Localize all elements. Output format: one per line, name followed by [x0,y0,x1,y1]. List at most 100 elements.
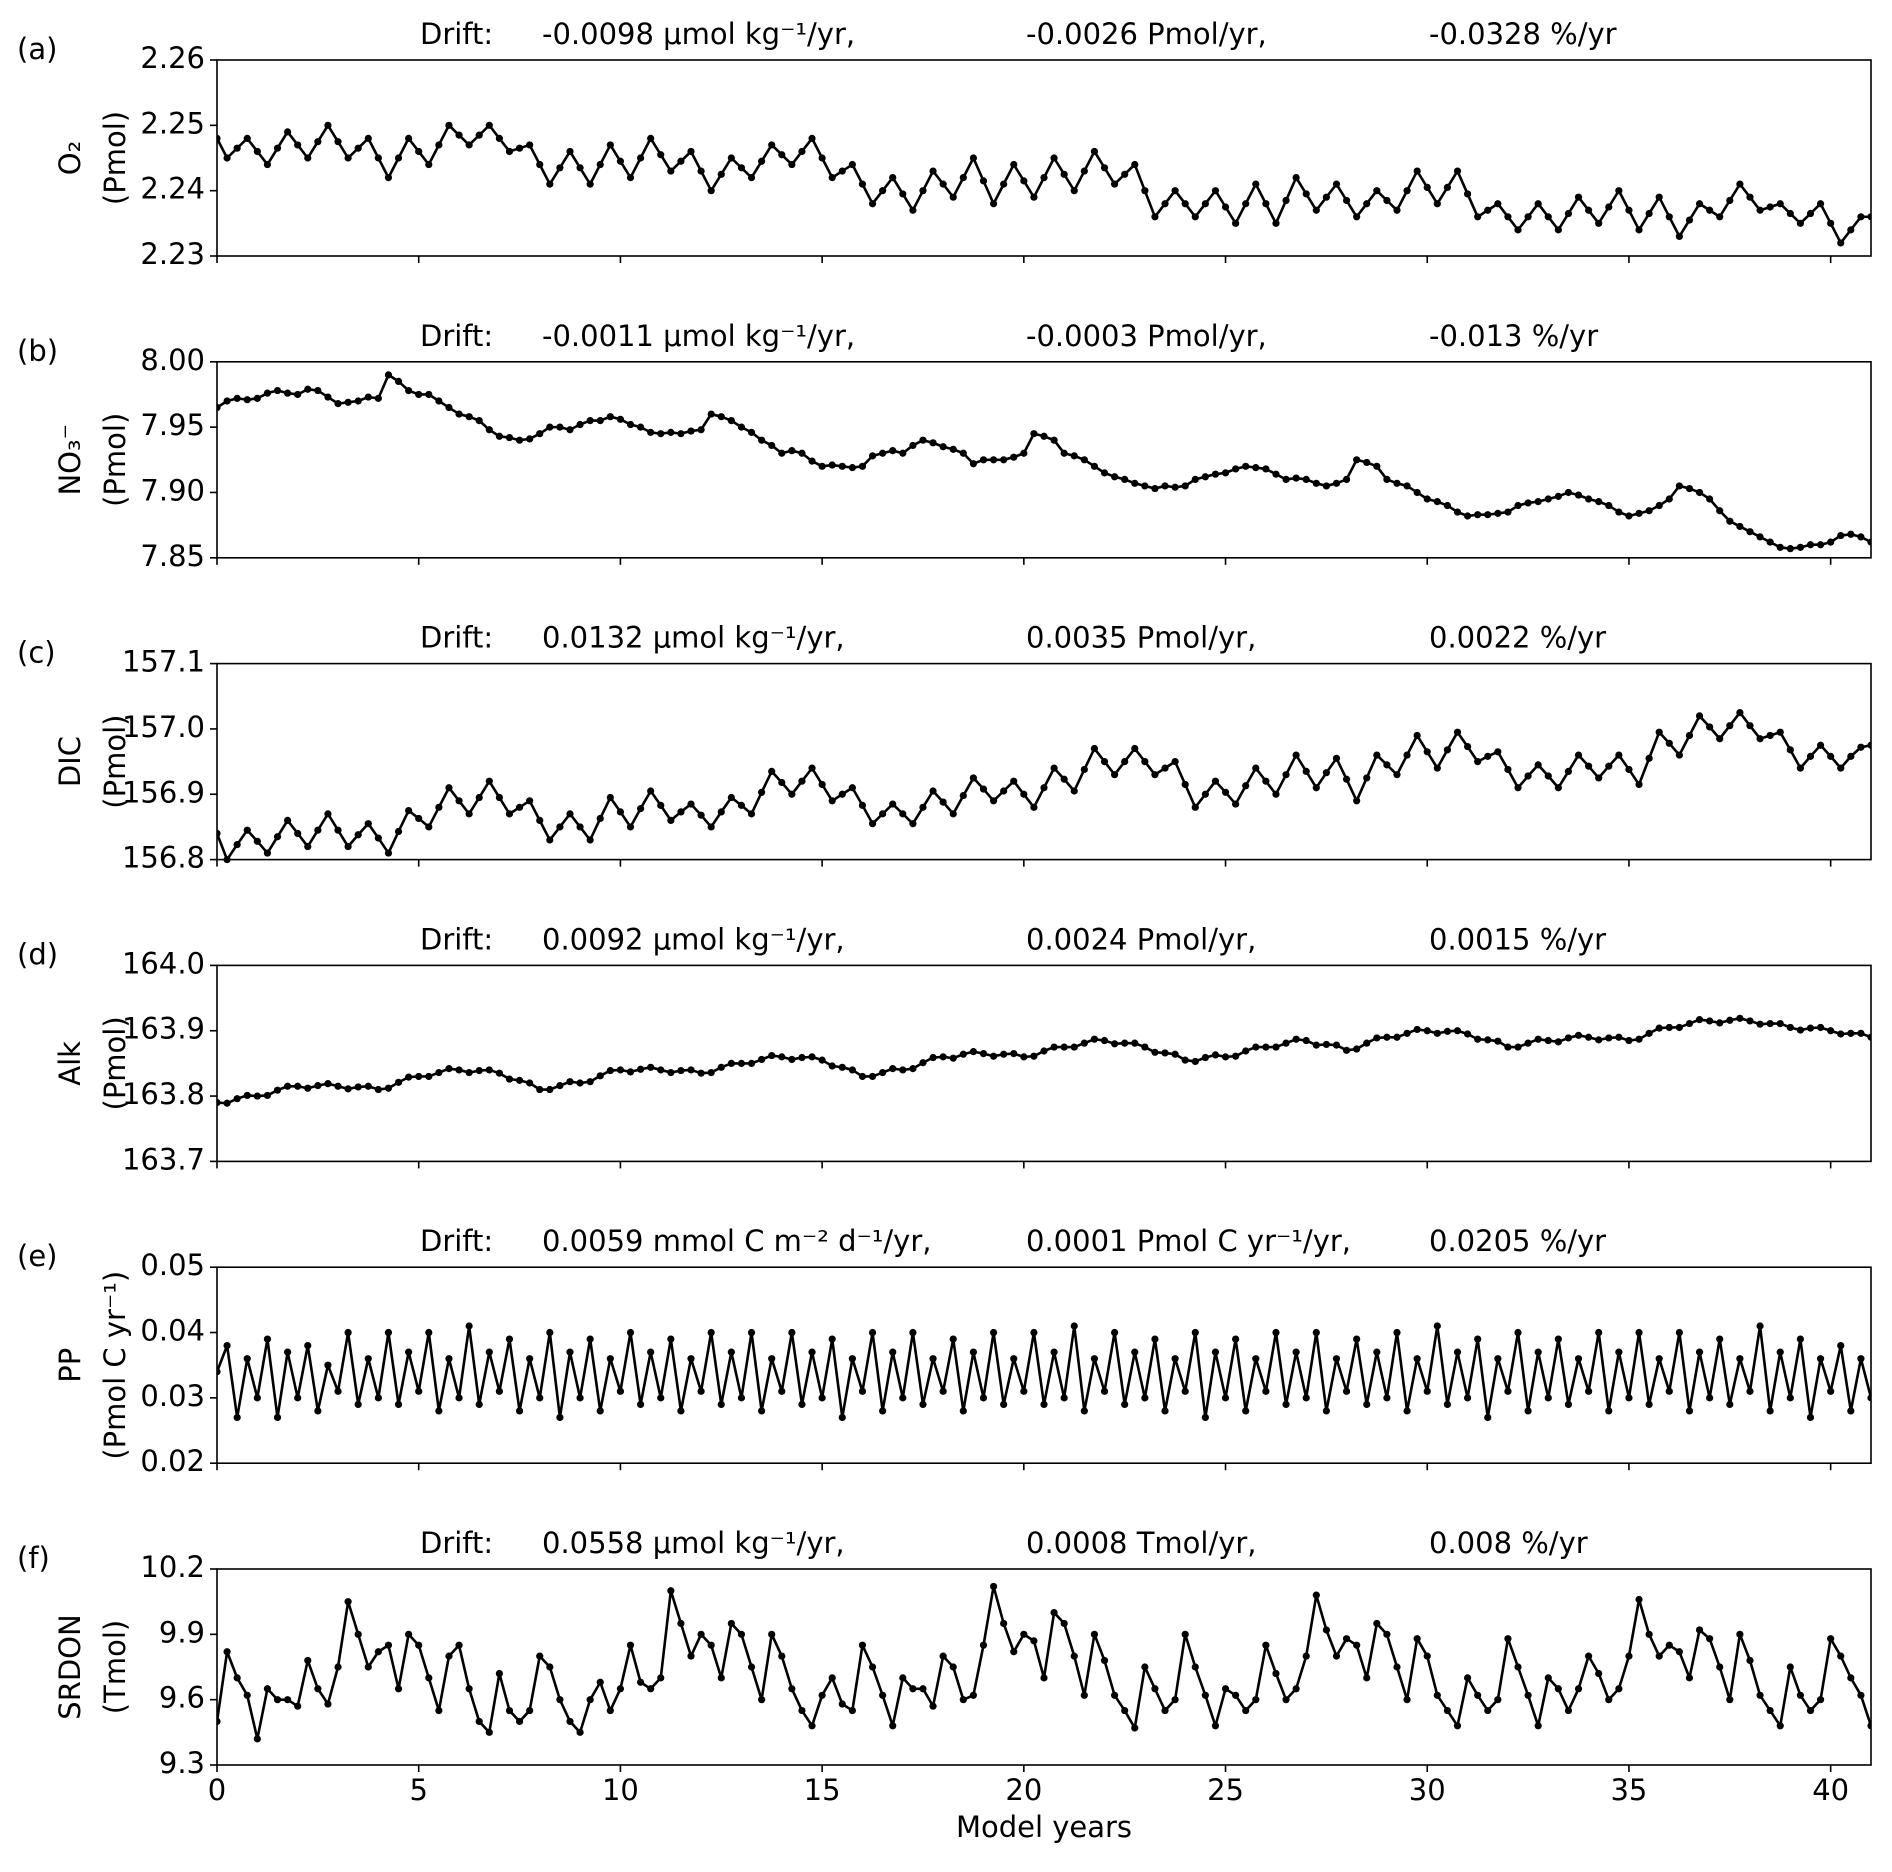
data-point [576,1728,584,1736]
data-point [1665,1387,1673,1395]
data-point [1776,728,1784,736]
data-point [1484,1036,1492,1044]
x-tick-label: 30 [1409,1773,1446,1807]
data-point [808,134,816,142]
data-point [536,430,544,438]
data-point [1756,1691,1764,1699]
data-point [1726,1696,1734,1704]
data-point [1110,1328,1119,1337]
data-point [1292,751,1300,759]
data-point [1806,209,1815,218]
data-point [334,1387,342,1395]
data-point [1695,1348,1704,1356]
data-point [1030,1052,1038,1060]
y-tick-label: 2.23 [140,237,205,271]
data-point [758,1407,766,1415]
data-point [1131,479,1139,487]
data-point [1837,1342,1845,1350]
data-point [515,436,524,444]
data-point [1796,1335,1805,1343]
drift-value: 0.0059 mmol C m⁻² d⁻¹/yr, [542,1224,932,1258]
data-point [1857,1029,1865,1037]
data-point [1756,533,1764,541]
data-point [838,1063,846,1071]
data-point [1211,777,1220,785]
data-point [606,1355,614,1363]
data-point [1353,1641,1361,1649]
data-point [717,1674,725,1682]
data-point [1847,530,1855,538]
data-point [939,443,947,451]
data-point [1020,1387,1028,1395]
data-point [677,808,685,816]
data-point [1181,482,1189,490]
data-point [217,1368,221,1376]
data-point [828,174,836,182]
data-point [495,793,503,802]
data-point [1242,200,1250,208]
y-axis-label: Alk [53,1041,87,1086]
data-point [217,1099,221,1107]
data-point [626,1328,635,1337]
data-point [1453,1027,1462,1035]
data-point [677,1407,685,1415]
data-point [435,397,443,405]
data-point [707,1641,715,1649]
drift-value: -0.0026 Pmol/yr, [1026,17,1267,51]
data-point [1423,1387,1431,1395]
data-line [217,1585,1871,1741]
y-axis-label: (Pmol) [98,413,132,507]
data-point [304,1084,312,1092]
data-point [758,1696,766,1704]
data-point [314,1082,322,1090]
data-point [879,810,887,818]
data-point [1816,1023,1825,1032]
data-point [374,1648,382,1656]
data-point [707,823,715,831]
data-point [1060,170,1068,178]
data-point [1151,1048,1159,1056]
data-point [1806,1024,1815,1032]
data-point [1433,200,1441,208]
data-point [1100,1036,1109,1045]
data-point [324,1700,332,1708]
data-point [1191,1057,1199,1066]
data-point [1695,200,1704,208]
drift-value: 0.0001 Pmol C yr⁻¹/yr, [1026,1224,1351,1258]
data-point [1272,1669,1280,1678]
data-point [1665,213,1673,221]
y-axis-label: (Pmol C yr⁻¹) [98,1271,132,1460]
data-point [334,400,342,408]
data-point [394,827,403,836]
data-point [334,1663,342,1671]
data-point [788,1055,796,1064]
data-point [838,167,846,175]
axes-frame [216,964,1872,1163]
data-point [243,826,251,834]
data-point [344,842,352,851]
data-point [1342,775,1351,783]
data-point [485,1066,493,1074]
data-point [1161,1049,1169,1057]
data-point [768,441,776,450]
data-point [1010,1050,1018,1058]
data-point [1847,1029,1855,1037]
x-tick-label: 0 [208,1773,226,1807]
data-point [1463,512,1472,520]
x-tick-label: 25 [1207,1773,1244,1807]
data-point [687,800,695,808]
data-point [798,147,806,156]
data-point [768,1355,776,1363]
data-point [243,1355,251,1363]
data-point [899,1674,907,1682]
data-point [1786,1023,1794,1032]
x-tick-label: 5 [409,1773,427,1807]
data-point [1282,475,1290,483]
data-point [1282,1039,1290,1047]
data-layer [217,371,1871,553]
data-point [818,1691,826,1699]
data-point [818,154,826,162]
data-point [1695,1016,1704,1024]
data-point [1312,206,1320,214]
y-axis-label: (Pmol) [98,1016,132,1110]
